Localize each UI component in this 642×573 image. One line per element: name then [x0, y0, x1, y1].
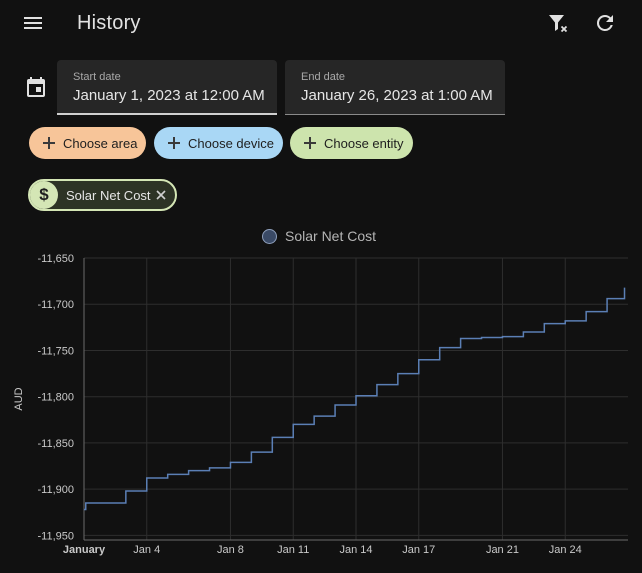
- start-date-label: Start date: [73, 71, 121, 83]
- chart-legend-item[interactable]: Solar Net Cost: [262, 228, 376, 244]
- y-tick-label: -11,700: [38, 299, 75, 311]
- app-toolbar: History: [0, 0, 642, 48]
- filter-remove-icon: [549, 15, 568, 33]
- plus-icon: [296, 136, 324, 150]
- remove-entity-button[interactable]: [153, 187, 169, 203]
- choose-entity-chip[interactable]: Choose entity: [290, 127, 413, 159]
- end-date-field[interactable]: End date January 26, 2023 at 1:00 AM: [285, 60, 505, 115]
- y-tick-label: -11,750: [38, 345, 75, 357]
- selected-entity-label: Solar Net Cost: [66, 187, 151, 203]
- start-date-field[interactable]: Start date January 1, 2023 at 12:00 AM: [57, 60, 277, 115]
- choose-area-chip[interactable]: Choose area: [29, 127, 146, 159]
- currency-usd-icon: $: [30, 181, 58, 209]
- y-tick-label: -11,850: [38, 438, 75, 450]
- x-tick-label: Jan 24: [549, 544, 582, 556]
- y-axis-label: AUD: [13, 387, 25, 410]
- menu-icon: [24, 17, 42, 29]
- choose-entity-label: Choose entity: [324, 135, 404, 151]
- y-tick-label: -11,800: [38, 392, 75, 404]
- start-date-value: January 1, 2023 at 12:00 AM: [73, 87, 265, 104]
- choose-device-chip[interactable]: Choose device: [154, 127, 283, 159]
- calendar-icon[interactable]: [24, 75, 48, 99]
- x-tick-label: Jan 17: [402, 544, 435, 556]
- choose-area-label: Choose area: [63, 135, 138, 151]
- x-tick-label: Jan 8: [217, 544, 244, 556]
- close-icon: [156, 190, 166, 200]
- refresh-icon: [596, 14, 613, 31]
- page-title: History: [77, 12, 141, 34]
- menu-button[interactable]: [13, 3, 53, 43]
- legend-label: Solar Net Cost: [285, 228, 377, 244]
- end-date-label: End date: [301, 71, 346, 83]
- history-chart[interactable]: -11,650 -11,700 -11,750 -11,800 -11,850 -11,9…: [0, 248, 642, 568]
- refresh-button[interactable]: [585, 3, 625, 43]
- y-tick-label: -11,900: [38, 484, 75, 496]
- choose-device-label: Choose device: [188, 135, 274, 151]
- plus-icon: [160, 136, 188, 150]
- clear-filter-button[interactable]: [538, 3, 578, 43]
- selected-entity-chip[interactable]: $ Solar Net Cost: [28, 179, 177, 211]
- x-tick-label: Jan 14: [339, 544, 372, 556]
- x-tick-label: Jan 11: [277, 544, 309, 556]
- end-date-value: January 26, 2023 at 1:00 AM: [301, 87, 493, 104]
- x-tick-label: Jan 21: [486, 544, 519, 556]
- legend-swatch: [262, 228, 277, 244]
- y-tick-label: -11,950: [38, 530, 75, 542]
- x-tick-label: January: [63, 544, 106, 556]
- x-tick-label: Jan 4: [133, 544, 160, 556]
- plus-icon: [35, 136, 63, 150]
- y-tick-label: -11,650: [38, 253, 75, 265]
- series-line-solar-net-cost: [84, 287, 626, 511]
